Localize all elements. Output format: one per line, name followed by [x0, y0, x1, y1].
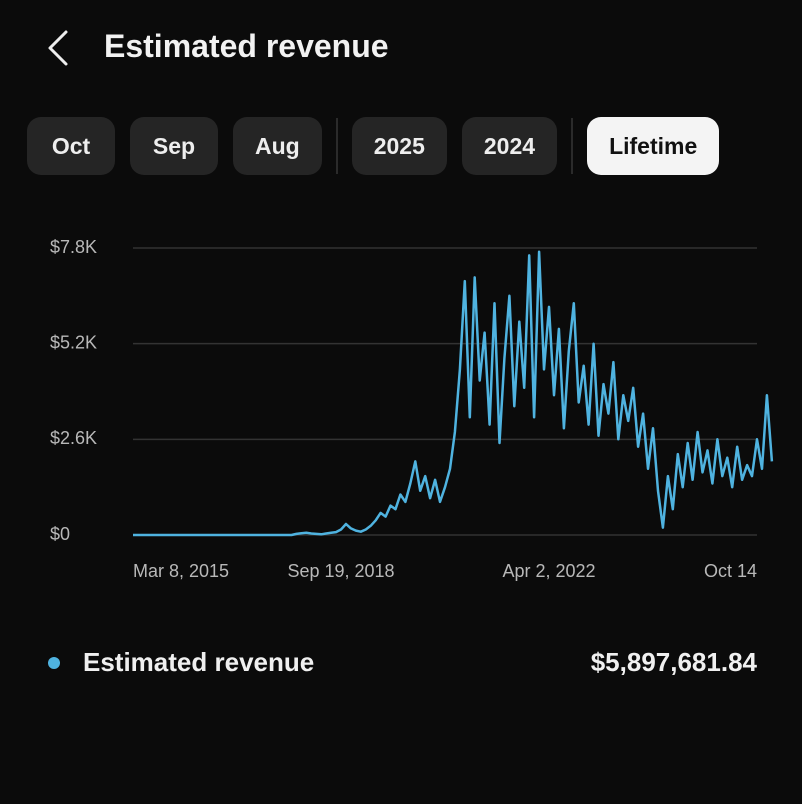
- page-title: Estimated revenue: [104, 28, 389, 64]
- legend-dot: [48, 657, 60, 669]
- period-tab[interactable]: Sep: [130, 117, 218, 175]
- legend-label: Estimated revenue: [83, 647, 314, 677]
- period-tab[interactable]: Aug: [233, 117, 322, 175]
- period-tab[interactable]: Lifetime: [587, 117, 720, 175]
- revenue-line: [133, 250, 774, 537]
- period-tab[interactable]: 2024: [461, 117, 558, 175]
- y-tick-label: $0: [50, 524, 70, 544]
- tab-group: Oct Sep Aug: [27, 117, 322, 175]
- tab-bar: Oct Sep Aug 2025 2024 Lifetime: [27, 117, 720, 175]
- x-tick-label: Oct 14: [704, 561, 757, 581]
- x-tick-label: Mar 8, 2015: [133, 561, 229, 581]
- period-tab[interactable]: 2025: [351, 117, 447, 175]
- back-button[interactable]: [48, 30, 68, 66]
- total-revenue: $5,897,681.84: [591, 647, 758, 677]
- tab-group: 2025 2024: [351, 117, 558, 175]
- x-tick-label: Sep 19, 2018: [287, 561, 394, 581]
- y-tick-label: $2.6K: [50, 428, 97, 448]
- tab-divider: [335, 118, 338, 174]
- period-tab[interactable]: Oct: [27, 117, 115, 175]
- y-tick-label: $7.8K: [50, 237, 97, 257]
- x-tick-label: Apr 2, 2022: [502, 561, 595, 581]
- tab-group: Lifetime: [587, 117, 720, 175]
- y-tick-label: $5.2K: [50, 332, 97, 352]
- tab-divider: [571, 118, 574, 174]
